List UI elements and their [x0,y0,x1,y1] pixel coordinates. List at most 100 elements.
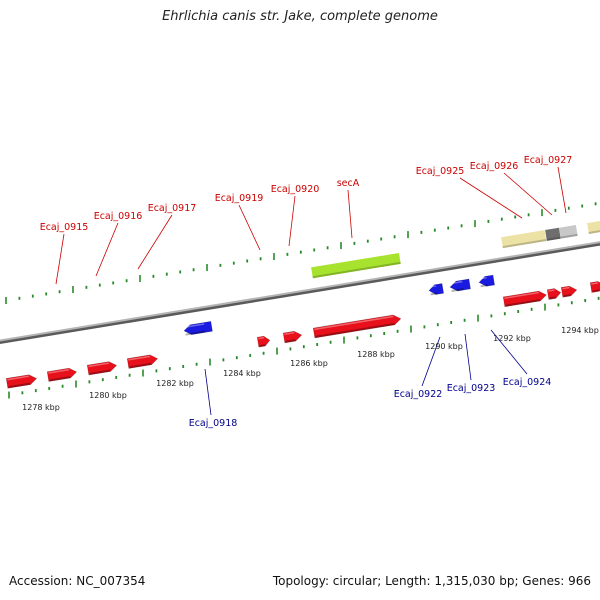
reverse-gene-arrow [478,274,495,288]
forward-gene-label: Ecaj_0917 [148,203,197,214]
reverse-gene-arrow [428,283,444,296]
scale-label: 1278 kbp [22,403,60,412]
feature-box-tan-edge [587,219,600,234]
feature-box-light-fill [559,224,578,239]
forward-gene-label: Ecaj_0916 [94,211,143,222]
backbone-track [0,241,600,342]
forward-gene-arrow-sheen [88,362,110,368]
forward-gene-arrow-outline [5,374,38,389]
feature-boxes [311,219,600,279]
forward-gene-arrow-shade [563,293,571,298]
forward-gene-label: Ecaj_0915 [40,222,89,233]
forward-gene-arrow-shade [592,289,600,293]
forward-gene-arrow-outline [502,290,547,308]
forward-gene-arrow [282,330,303,344]
forward-label-leader [55,233,65,285]
reverse-gene-arrow-body [450,279,471,292]
forward-gene-arrow-outline [312,314,402,339]
reverse-gene-arrow-body [429,283,444,295]
forward-gene-arrow-body [87,361,117,376]
forward-gene-arrow-shade [285,339,296,343]
forward-gene-arrow-outline [46,367,78,382]
secA-highlight-bar [311,253,401,279]
forward-gene-arrow-body [283,331,302,343]
forward-gene-label: Ecaj_0927 [524,155,573,166]
forward-gene-arrow-body [313,314,401,338]
forward-label-leader [95,222,119,277]
scale-label: 1292 kbp [493,334,531,343]
forward-gene-arrow-body [127,354,158,369]
forward-gene-arrow [5,374,38,389]
reverse-gene-arrow-shade [480,284,488,288]
backbone-layer [0,241,600,345]
forward-gene-arrow-sheen [314,315,394,331]
forward-gene-arrow-sheen [48,368,70,374]
feature-box-dark-shade [546,236,561,241]
gene-arrows [5,274,600,389]
feature-box-tan-fill [501,230,547,249]
forward-gene-arrow-body [561,286,577,298]
scale-label: 1294 kbp [561,326,599,335]
reverse-gene-arrow-outline [449,278,471,292]
feature-box-tan-edge-fill [587,219,600,234]
genome-title: Ehrlichia canis str. Jake, complete geno… [162,9,438,24]
forward-gene-arrow-outline [546,288,562,300]
forward-label-leader [503,172,553,216]
forward-gene-arrow-outline [86,361,118,376]
forward-gene-arrow [86,361,118,376]
forward-gene-arrow-body [547,288,561,300]
forward-gene-arrow-outline [126,354,159,369]
feature-box-light [559,224,578,239]
reverse-gene-arrow-shade [185,330,206,336]
gene-labels: Ecaj_0915 Ecaj_0916 Ecaj_0917 Ecaj_0919 Ecaj… [40,155,573,429]
feature-box-tan [501,230,547,249]
backbone-shadow [0,242,600,345]
forward-gene-arrow [546,288,562,300]
forward-gene-arrow [589,281,600,293]
forward-gene-arrow [312,314,402,339]
feature-box-tan-shade [502,239,547,249]
forward-gene-arrow-shade [49,376,71,382]
forward-gene-arrow-body [47,368,77,382]
reverse-gene-arrow-sheen [184,323,205,328]
forward-gene-arrow-sheen [258,336,265,340]
forward-gene-arrow-outline [256,335,271,348]
reverse-gene-arrow-outline [478,274,495,287]
reverse-gene-arrow [183,321,213,336]
forward-gene-arrow-sheen [591,282,599,285]
forward-gene-label: secA [337,178,360,189]
scale-label: 1290 kbp [425,342,463,351]
forward-gene-arrow-body [590,281,600,293]
forward-label-leader [137,214,173,270]
accession-text: Accession: NC_007354 [9,574,146,588]
forward-gene-label: Ecaj_0919 [215,193,264,204]
forward-gene-arrow [502,290,547,308]
forward-gene-arrow-shade [505,298,541,307]
forward-gene-arrow-shade [259,344,266,347]
feature-box-tan-edge-shade [588,228,600,234]
forward-label-leader [557,166,567,214]
forward-gene-arrow-sheen [7,375,30,381]
reverse-gene-label: Ecaj_0924 [503,377,552,388]
reverse-gene-arrow-body [184,321,213,335]
forward-gene-arrow-shade [129,362,152,369]
forward-gene-arrow-body [6,374,37,389]
forward-gene-arrow-shade [89,369,111,375]
forward-gene-label: Ecaj_0920 [271,184,320,195]
reverse-gene-arrow-shade [430,292,438,296]
forward-gene-label: Ecaj_0926 [470,161,519,172]
forward-gene-arrow-sheen [562,286,570,290]
reverse-label-leader [490,329,528,375]
scale-labels: 1278 kbp 1280 kbp 1282 kbp 1284 kbp 1286 kbp… [22,326,599,412]
reverse-label-leader [464,333,472,381]
forward-label-leader [238,204,261,251]
forward-gene-arrow-sheen [504,291,540,299]
forward-gene-arrow-body [257,336,270,348]
scale-label: 1280 kbp [89,391,127,400]
forward-gene-arrow-sheen [548,289,555,292]
forward-gene-arrow-body [503,291,547,307]
genome-summary-text: Topology: circular; Length: 1,315,030 bp… [272,574,591,588]
reverse-gene-arrow-sheen [450,280,463,285]
